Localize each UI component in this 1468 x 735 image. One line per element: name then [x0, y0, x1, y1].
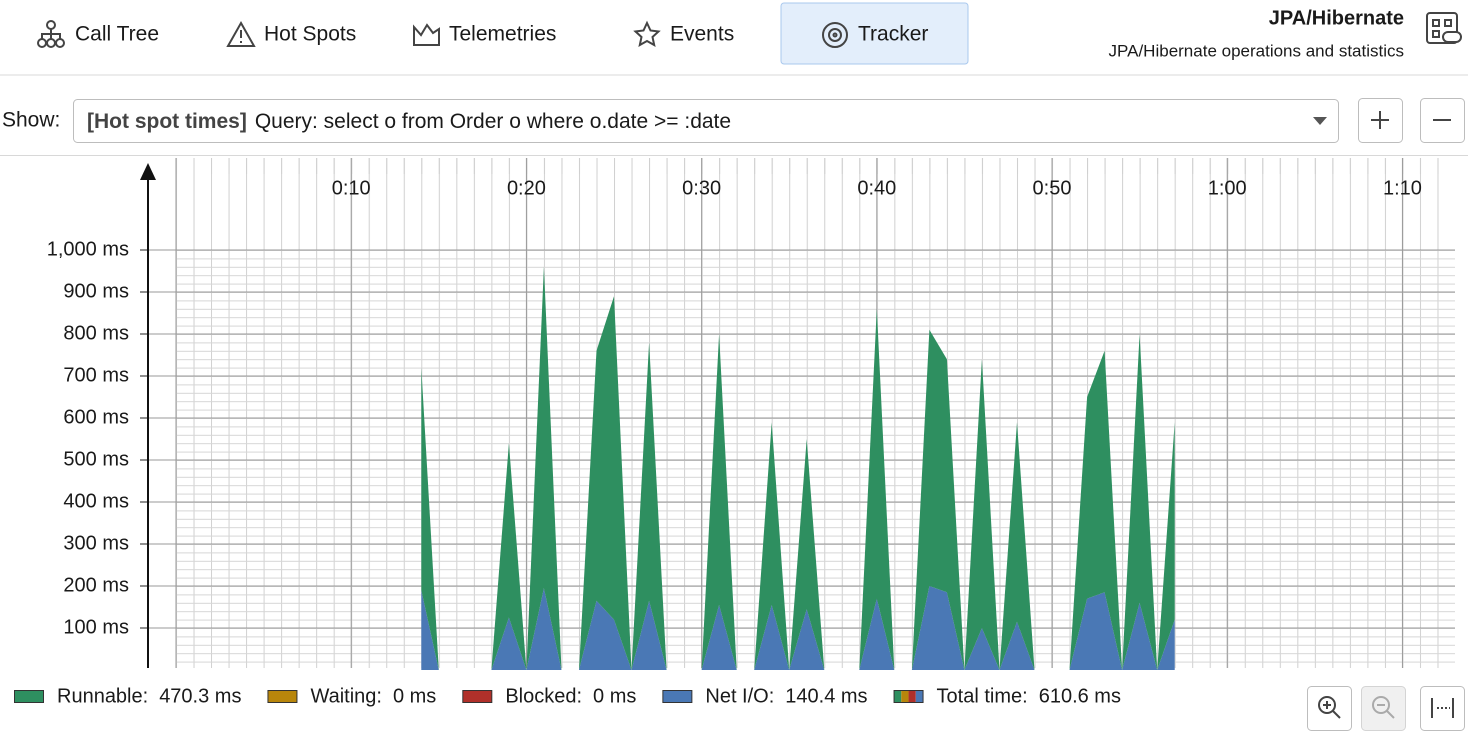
x-tick-label: 1:00	[1208, 177, 1247, 199]
legend-entry: Total time: 610.6 ms	[893, 685, 1121, 707]
x-tick-label: 0:50	[1033, 177, 1072, 199]
remove-button[interactable]	[1420, 98, 1465, 143]
view-title: JPA/Hibernate	[1269, 7, 1404, 29]
fit-button[interactable]	[1420, 686, 1465, 731]
legend-entry: Net I/O: 140.4 ms	[662, 685, 868, 707]
combo-frame	[73, 99, 1339, 143]
legend-swatch	[267, 690, 298, 703]
legend-label: Blocked:	[505, 685, 582, 707]
legend-entry: Runnable: 470.3 ms	[14, 685, 241, 707]
fit-icon	[1431, 698, 1454, 718]
legend-entry: Blocked: 0 ms	[462, 685, 636, 707]
legend-label: Runnable:	[57, 685, 148, 707]
x-tick-label: 0:40	[857, 177, 896, 199]
tab-bar: Call Tree Hot Spots Telemetries Events T…	[20, 2, 969, 65]
y-tick-label: 400 ms	[63, 490, 129, 512]
button-frame	[1361, 686, 1406, 731]
x-tick-label: 1:10	[1383, 177, 1422, 199]
zoom-in-button[interactable]	[1307, 686, 1352, 731]
legend-value: 470.3 ms	[159, 685, 241, 707]
hot-spots-icon	[226, 20, 256, 47]
x-tick-label: 0:30	[682, 177, 721, 199]
y-tick-label: 500 ms	[63, 448, 129, 470]
tab-label: Telemetries	[449, 23, 556, 46]
query-combo-box[interactable]: [Hot spot times] Query: select o from Ord…	[73, 99, 1339, 143]
y-tick-label: 800 ms	[63, 322, 129, 344]
legend-swatch	[662, 690, 693, 703]
tab-label: Tracker	[858, 23, 928, 46]
y-tick-label: 300 ms	[63, 532, 129, 554]
telemetries-icon	[413, 23, 440, 46]
events-icon	[633, 20, 661, 47]
add-button[interactable]	[1358, 98, 1403, 143]
y-tick-label: 700 ms	[63, 364, 129, 386]
tab-label: Call Tree	[75, 23, 159, 46]
zoom-in-icon	[1318, 696, 1341, 719]
y-tick-label: 100 ms	[63, 616, 129, 638]
tab[interactable]: Tracker	[780, 2, 969, 65]
y-tick-label: 1,000 ms	[47, 238, 129, 260]
tab[interactable]: Call Tree	[20, 3, 190, 64]
legend-swatch-part	[908, 690, 916, 703]
tab[interactable]: Events	[615, 3, 755, 64]
tab-label: Events	[670, 23, 734, 46]
show-label: Show:	[2, 109, 60, 132]
tab-label: Hot Spots	[264, 23, 356, 46]
combo-arrow	[1313, 117, 1327, 125]
combo-text: [Hot spot times] Query: select o from Ord…	[87, 110, 731, 133]
tracker-icon	[822, 22, 848, 48]
legend-value: 140.4 ms	[785, 685, 867, 707]
y-axis-arrow	[140, 163, 156, 180]
view-subtitle: JPA/Hibernate operations and statistics	[1109, 41, 1404, 60]
legend-swatch	[14, 690, 44, 703]
y-tick-label: 600 ms	[63, 406, 129, 428]
combo-query: Query: select o from Order o where o.dat…	[255, 110, 731, 133]
zoom-out-button[interactable]	[1361, 686, 1406, 731]
chart: 0:10 0:20 0:30 0:40 0:50 1:00 1:10 100 ms 200 ms…	[14, 158, 1455, 707]
legend-swatch	[462, 690, 493, 703]
x-tick-label: 0:10	[332, 177, 371, 199]
legend-value: 0 ms	[593, 685, 636, 707]
legend-value: 0 ms	[393, 685, 436, 707]
legend: Runnable: 470.3 ms Waiting: 0 ms Blocked: 0 m…	[14, 685, 1121, 707]
zoom-out-icon	[1372, 696, 1395, 719]
legend-entry: Waiting: 0 ms	[267, 685, 436, 707]
legend-swatch-part	[901, 690, 909, 703]
call-tree-icon	[37, 20, 65, 48]
combo-category: [Hot spot times]	[87, 110, 247, 133]
legend-label: Net I/O:	[705, 685, 774, 707]
x-minor-ticks	[176, 158, 1455, 174]
tab-background	[780, 2, 969, 65]
x-tick-label: 0:20	[507, 177, 546, 199]
area	[421, 586, 1175, 670]
legend-label: Waiting:	[310, 685, 382, 707]
y-tick-label: 900 ms	[63, 280, 129, 302]
tab[interactable]: Hot Spots	[210, 3, 380, 64]
legend-label: Total time:	[937, 685, 1028, 707]
area	[421, 266, 1175, 670]
legend-swatch-part	[894, 690, 902, 703]
y-tick-label: 200 ms	[63, 574, 129, 596]
legend-swatch-part	[915, 690, 924, 703]
view-icon	[1426, 12, 1462, 44]
plus-icon	[1371, 111, 1389, 129]
legend-swatch-frame	[893, 690, 924, 703]
legend-value: 610.6 ms	[1039, 685, 1121, 707]
button-frame	[1307, 686, 1352, 731]
tab[interactable]: Telemetries	[395, 3, 585, 64]
